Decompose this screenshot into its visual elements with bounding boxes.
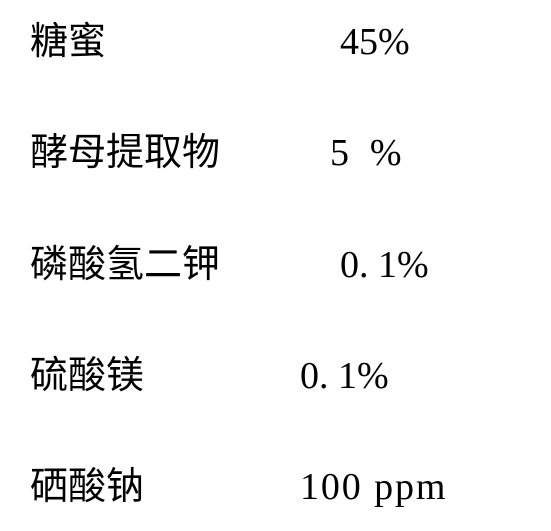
ingredient-value: 0. 1%	[300, 354, 389, 400]
ingredient-value: 0. 1%	[340, 243, 429, 289]
list-item: 硒酸钠 100 ppm	[30, 465, 521, 511]
ingredient-value: 45%	[340, 20, 410, 66]
ingredient-label: 酵母提取物	[30, 131, 220, 177]
list-item: 磷酸氢二钾 0. 1%	[30, 243, 521, 289]
ingredient-value: 100 ppm	[300, 465, 447, 511]
ingredients-list: 糖蜜 45% 酵母提取物 5 % 磷酸氢二钾 0. 1% 硫酸镁 0. 1% 硒…	[0, 0, 551, 531]
ingredient-label: 磷酸氢二钾	[30, 243, 220, 289]
ingredient-label: 硒酸钠	[30, 465, 144, 511]
list-item: 酵母提取物 5 %	[30, 131, 521, 177]
list-item: 硫酸镁 0. 1%	[30, 354, 521, 400]
ingredient-label: 硫酸镁	[30, 354, 144, 400]
ingredient-value: 5 %	[330, 131, 407, 177]
list-item: 糖蜜 45%	[30, 20, 521, 66]
ingredient-label: 糖蜜	[30, 20, 106, 66]
